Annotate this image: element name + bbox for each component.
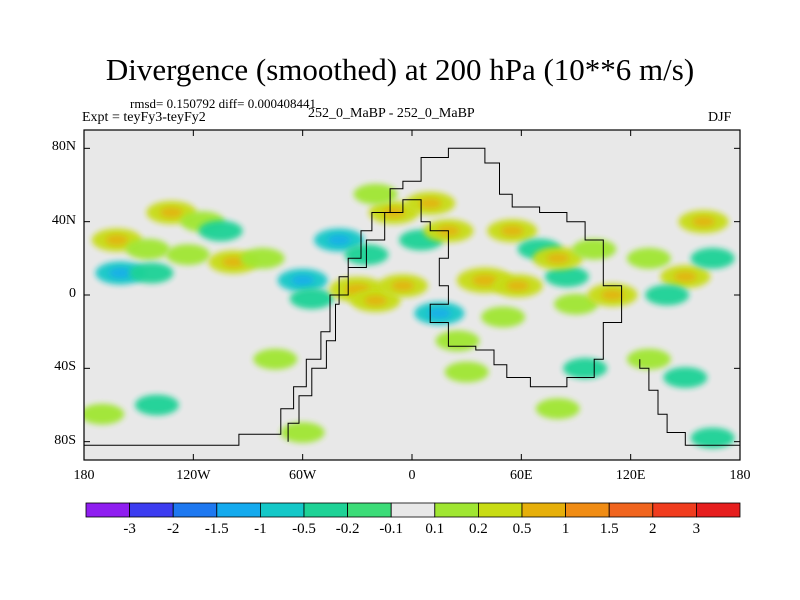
- anomaly-core: [692, 216, 715, 227]
- anomaly-blob: [544, 266, 589, 288]
- colorbar-label: 3: [692, 521, 701, 537]
- y-tick-label: 80S: [54, 432, 76, 448]
- anomaly-blob: [198, 220, 243, 242]
- colorbar-label: 1: [561, 521, 570, 537]
- season-label: DJF: [708, 110, 732, 125]
- anomaly-blob: [563, 357, 608, 379]
- x-tick-label: 120W: [176, 468, 211, 483]
- colorbar-swatch: [390, 502, 436, 518]
- colorbar-label: 1.5: [599, 521, 619, 537]
- anomaly-blob: [626, 247, 671, 269]
- continent-outline-east: [639, 359, 740, 446]
- anomaly-blob: [134, 394, 179, 416]
- colorbar-label: -2: [166, 521, 180, 537]
- colorbar-swatch: [216, 502, 261, 518]
- colorbar-swatch: [696, 502, 741, 518]
- colorbar-swatch: [347, 502, 392, 518]
- anomaly-core: [109, 267, 132, 279]
- anomaly-blob: [435, 330, 480, 352]
- anomaly-core: [160, 207, 183, 218]
- x-tick-label: 0: [408, 468, 416, 483]
- anomaly-core: [327, 234, 351, 246]
- anomaly-core: [546, 253, 570, 264]
- y-tick-label: 0: [69, 286, 76, 301]
- x-tick-label: 60W: [289, 468, 317, 483]
- anomaly-blob: [253, 348, 298, 370]
- colorbar-label: -0.1: [379, 521, 404, 537]
- anomaly-core: [472, 274, 498, 287]
- anomaly-core: [674, 271, 697, 282]
- tick-layer: [83, 130, 741, 460]
- chart-title: Divergence (smoothed) at 200 hPa (10**6 …: [105, 52, 695, 87]
- y-tick-label: 80N: [51, 139, 76, 155]
- experiment-label: Expt = teyFy3-teyFy2: [82, 110, 206, 125]
- anomaly-blob: [353, 183, 398, 205]
- colorbar-label: -1: [254, 521, 267, 537]
- anomaly-blob: [280, 422, 325, 443]
- anomaly-blob: [481, 306, 526, 328]
- colorbar-label: -0.2: [335, 521, 360, 537]
- colorbar-swatch: [652, 502, 697, 518]
- x-tick-label: 180: [73, 468, 95, 483]
- colorbar-swatch: [477, 502, 523, 518]
- continent-outline: [84, 147, 623, 446]
- x-tick-label: 60E: [510, 468, 533, 483]
- anomaly-blob: [125, 238, 170, 260]
- colorbar-label: 0.2: [469, 521, 488, 537]
- anomaly-blob: [289, 288, 334, 310]
- colorbar-swatch: [85, 502, 130, 518]
- x-tick-label: 180: [729, 468, 751, 483]
- anomaly-core: [291, 275, 314, 286]
- anomaly-blob: [626, 348, 671, 370]
- anomaly-blob: [663, 367, 708, 388]
- anomaly-blob: [84, 403, 125, 425]
- anomaly-blob: [240, 247, 285, 269]
- x-tick-label: 120E: [615, 468, 646, 483]
- anomaly-blob: [690, 247, 735, 269]
- anomaly-blob: [535, 398, 580, 420]
- colorbar-label: 2: [649, 521, 657, 537]
- anomaly-core: [500, 225, 524, 237]
- colorbar-label: -0.5: [292, 521, 316, 537]
- anomaly-blob: [645, 284, 690, 306]
- colorbar-label: -1.5: [204, 521, 229, 537]
- anomaly-blob: [690, 427, 735, 449]
- anomaly-core: [428, 308, 451, 319]
- anomaly-core: [506, 280, 529, 292]
- period-label: 252_0_MaBP - 252_0_MaBP: [308, 106, 475, 121]
- y-tick-label: 40S: [54, 359, 76, 375]
- anomaly-blob: [572, 238, 617, 260]
- colorbar-swatch: [172, 502, 218, 518]
- colorbar-swatch: [434, 502, 479, 518]
- anomaly-blob: [554, 293, 598, 315]
- colorbar-label: 0.1: [425, 521, 445, 537]
- colorbar-swatch: [129, 502, 174, 518]
- y-tick-label: 40N: [51, 212, 76, 228]
- colorbar-label: -3: [123, 521, 136, 537]
- colorbar-label: 0.5: [512, 521, 532, 537]
- anomaly-core: [601, 289, 624, 301]
- anomaly-blob: [129, 262, 174, 284]
- stats-text: rmsd= 0.150792 diff= 0.000408441: [130, 96, 316, 111]
- anomaly-core: [222, 256, 245, 268]
- colorbar-swatch: [259, 502, 305, 518]
- anomaly-blob: [444, 361, 489, 383]
- anomaly-core: [364, 295, 387, 306]
- anomaly-core: [391, 280, 415, 292]
- colorbar-swatch: [521, 502, 566, 518]
- anomaly-core: [418, 198, 442, 209]
- colorbar-swatch: [303, 502, 348, 518]
- anomaly-core: [105, 234, 129, 246]
- colorbar: [85, 502, 741, 518]
- continent-outline-layer: [84, 147, 740, 446]
- colorbar-swatch: [608, 502, 654, 518]
- anomaly-blob: [165, 244, 210, 266]
- colorbar-swatch: [565, 502, 610, 518]
- anomaly-layer: [84, 183, 735, 449]
